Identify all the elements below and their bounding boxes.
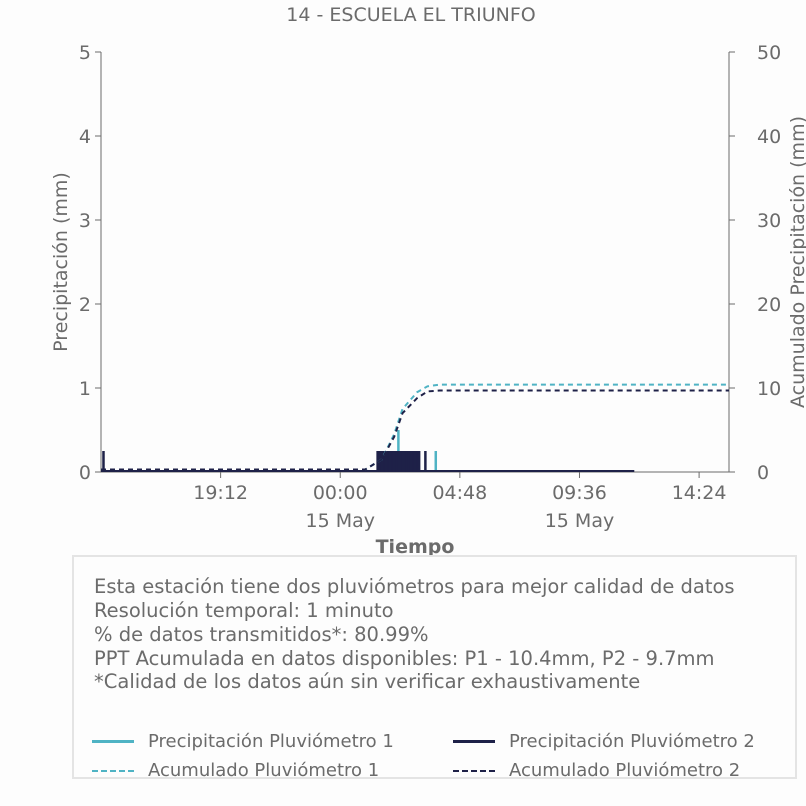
info-line-resolution: Resolución temporal: 1 minuto: [94, 599, 394, 622]
y-axis-label-right: Acumulado Precipitación (mm): [787, 116, 806, 408]
chart-title: 14 - ESCUELA EL TRIUNFO: [286, 4, 535, 26]
x-tick-label: 19:12: [193, 482, 248, 504]
y-tick-label-right: 10: [757, 378, 781, 400]
y-tick-label-left: 0: [79, 462, 91, 484]
legend-swatch-acum-p2: [453, 769, 495, 772]
x-tick-label: 09:36: [552, 482, 607, 504]
info-line-stations: Esta estación tiene dos pluviómetros par…: [94, 575, 735, 598]
y-tick-label-left: 2: [79, 294, 91, 316]
legend-swatch-precip-p2: [453, 740, 495, 743]
info-line-accumulated: PPT Acumulada en datos disponibles: P1 -…: [94, 647, 715, 670]
x-tick-label: 04:48: [432, 482, 487, 504]
legend-label: Precipitación Pluviómetro 2: [509, 731, 755, 752]
legend-item-precip-p2: Precipitación Pluviómetro 2: [453, 731, 755, 752]
y-tick-label-left: 3: [79, 210, 91, 232]
legend-swatch-acum-p1: [92, 769, 134, 772]
info-box: Esta estación tiene dos pluviómetros par…: [72, 555, 797, 781]
y-tick-label-right: 40: [757, 126, 781, 148]
x-tick-sublabel: 15 May: [545, 510, 615, 532]
legend-swatch-precip-p1: [92, 740, 134, 743]
x-tick-label: 14:24: [672, 482, 727, 504]
legend-label: Acumulado Pluviómetro 2: [509, 760, 741, 781]
y-tick-label-left: 4: [79, 126, 91, 148]
y-tick-label-right: 0: [757, 462, 769, 484]
legend-label: Acumulado Pluviómetro 1: [148, 760, 380, 781]
legend-label: Precipitación Pluviómetro 1: [148, 731, 394, 752]
series-line: [101, 389, 729, 471]
y-tick-label-left: 1: [79, 378, 91, 400]
y-axis-label-left: Precipitación (mm): [50, 172, 72, 352]
y-tick-label-right: 50: [757, 42, 781, 64]
x-axis-label: Tiempo: [376, 536, 455, 558]
legend-item-acum-p2: Acumulado Pluviómetro 2: [453, 760, 740, 781]
info-line-transmitted: % de datos transmitidos*: 80.99%: [94, 623, 429, 646]
x-tick-label: 00:00: [313, 482, 368, 504]
legend-item-acum-p1: Acumulado Pluviómetro 1: [92, 760, 379, 781]
y-tick-label-right: 30: [757, 210, 781, 232]
x-tick-sublabel: 15 May: [305, 510, 375, 532]
info-line-quality: *Calidad de los datos aún sin verificar …: [94, 670, 641, 693]
legend-item-precip-p1: Precipitación Pluviómetro 1: [92, 731, 394, 752]
y-tick-label-left: 5: [79, 42, 91, 64]
y-tick-label-right: 20: [757, 294, 781, 316]
